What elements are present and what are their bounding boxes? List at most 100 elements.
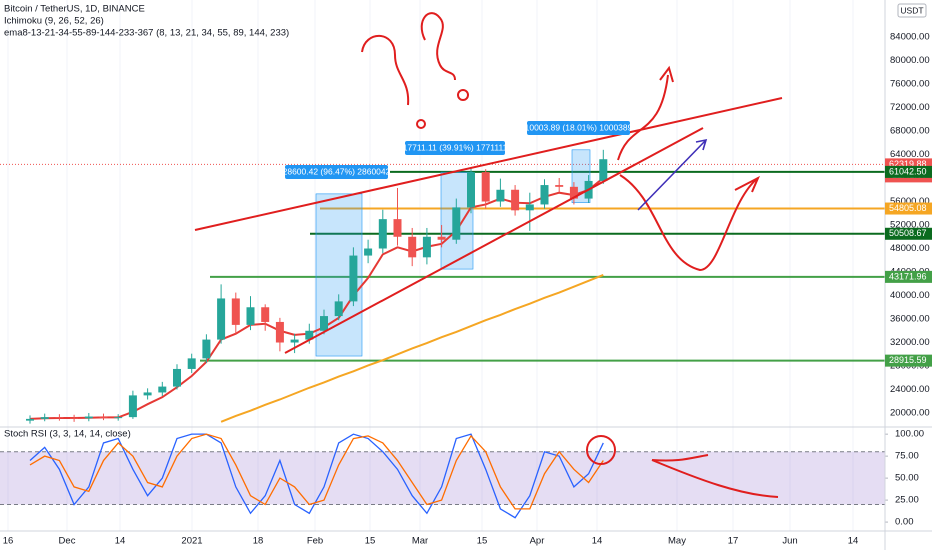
candle-body (55, 417, 64, 419)
price-label: 28915.59 (889, 355, 927, 365)
x-tick-label: 14 (592, 536, 603, 547)
candle-body (408, 236, 417, 258)
y-tick-label: 36000.00 (890, 314, 930, 325)
candle-body (378, 219, 387, 249)
trend-line (284, 127, 704, 354)
candle-body (246, 307, 255, 325)
x-tick-label: 18 (253, 536, 264, 547)
candle-body (540, 185, 549, 205)
ema-line (29, 177, 604, 420)
scribble (457, 89, 469, 101)
candle-body (26, 418, 34, 421)
stoch-line (29, 433, 604, 519)
y-tick-label: 80000.00 (890, 55, 930, 66)
x-tick-label: Dec (59, 536, 76, 547)
candle-body (70, 417, 79, 419)
candle-body (158, 386, 167, 393)
annotations (194, 12, 783, 498)
highlight-circle (586, 435, 616, 465)
candle-body (525, 204, 534, 211)
candle-body (217, 298, 226, 340)
x-tick-label: 14 (115, 536, 126, 547)
x-tick-label: Feb (307, 536, 323, 547)
arrow (637, 139, 707, 211)
y-tick-label: 48000.00 (890, 243, 930, 254)
candle-body (261, 307, 270, 322)
candle-body (143, 392, 152, 396)
symbol-title: Bitcoin / TetherUS, 1D, BINANCE (4, 4, 145, 15)
candle-body (481, 172, 490, 202)
y-tick-label: 84000.00 (890, 32, 930, 43)
ema-line (220, 274, 604, 423)
price-label: 50508.67 (889, 228, 927, 238)
candle-body (173, 368, 181, 387)
price-label-box (885, 165, 932, 178)
measure-label: 17711.11 (39.91%) 1771111 (403, 142, 508, 152)
candle-body (305, 330, 314, 340)
y-tick-label: 40000.00 (890, 290, 930, 301)
currency-badge[interactable] (897, 3, 927, 18)
currency[interactable]: USDT (900, 5, 923, 15)
candle-body (231, 298, 240, 325)
candle-body (320, 316, 328, 331)
stoch-title: Stoch RSI (3, 3, 14, 14, close) (4, 429, 131, 440)
arrow-head (734, 175, 761, 193)
x-tick-label: 15 (477, 536, 488, 547)
x-tick-label: Mar (412, 536, 428, 547)
candle-body (128, 395, 137, 418)
measure-label-box (527, 121, 630, 135)
price-label-box (885, 202, 932, 215)
x-tick-label: 16 (3, 536, 14, 547)
y-tick-label: 72000.00 (890, 102, 930, 113)
trend-line (194, 97, 783, 231)
measure-label-box (285, 165, 388, 179)
measure-label: 10003.89 (18.01%) 1000389 (525, 122, 633, 132)
candle-body (393, 219, 402, 237)
candle-body (202, 339, 211, 359)
x-tick-label: Jun (782, 536, 797, 547)
price-label: 62319.88 (889, 159, 927, 169)
y-tick-label: 52000.00 (890, 220, 930, 231)
indicator-label: Ichimoku (9, 26, 52, 26) (4, 16, 104, 27)
candle-body (364, 248, 373, 256)
candle-body (437, 236, 446, 240)
x-tick-label: 2021 (181, 536, 202, 547)
candle-body (452, 207, 461, 240)
y-tick-label: 24000.00 (890, 384, 930, 395)
candle-body (187, 358, 196, 369)
y-tick-label: 68000.00 (890, 126, 930, 137)
candle-body (334, 301, 343, 317)
candle-body (40, 417, 49, 419)
measure-label: 28600.42 (96.47%) 2860042 (283, 166, 391, 176)
price-label-box (885, 270, 932, 283)
price-label: 54805.08 (889, 203, 927, 213)
arrow (651, 454, 709, 462)
candle-body (569, 186, 578, 199)
candle-body (99, 416, 108, 418)
x-tick-label: May (668, 536, 686, 547)
y-tick-label: 25.00 (895, 495, 919, 506)
scribble (416, 119, 426, 129)
y-tick-label: 20000.00 (890, 408, 930, 419)
candle-body (275, 321, 284, 343)
candle-body (511, 189, 520, 211)
x-tick-label: 14 (848, 536, 859, 547)
y-tick-label: 75.00 (895, 451, 919, 462)
candle-body (290, 339, 299, 343)
candle-body (599, 159, 608, 181)
scribble (361, 34, 410, 106)
candle-body (467, 172, 475, 208)
candle-body (555, 185, 564, 187)
y-tick-label: 0.00 (895, 517, 914, 528)
projection (617, 74, 669, 161)
y-tick-label: 32000.00 (890, 337, 930, 348)
x-tick-label: 15 (365, 536, 376, 547)
arrow-head (659, 65, 674, 83)
y-tick-label: 64000.00 (890, 149, 930, 160)
stoch-line (29, 433, 604, 510)
scribble (420, 12, 456, 81)
x-tick-label: 17 (728, 536, 739, 547)
price-label: 43171.96 (889, 271, 927, 281)
x-tick-label: Apr (530, 536, 545, 547)
